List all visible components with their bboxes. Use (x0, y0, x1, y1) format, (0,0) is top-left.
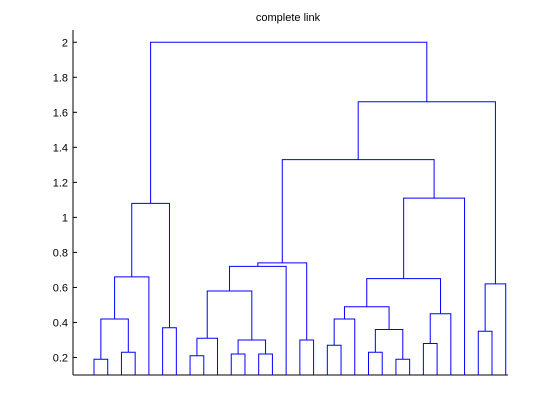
dendrogram-link (196, 337, 219, 375)
dendrogram-link (395, 358, 411, 375)
dendrogram-link (189, 355, 205, 375)
dendrogram-link (100, 318, 129, 360)
dendrogram-links (93, 41, 507, 375)
dendrogram-link (429, 313, 452, 375)
y-tick-label: 1.6 (53, 107, 68, 119)
dendrogram-link (357, 101, 496, 284)
dendrogram-link (366, 278, 442, 314)
y-ticks: 0.2 0.4 0.6 0.8 1 1.2 1.4 1.6 1.8 2 (53, 37, 77, 364)
dendrogram-link (403, 197, 466, 375)
dendrogram-link (150, 41, 428, 204)
dendrogram-link (206, 290, 253, 340)
dendrogram-link (120, 351, 136, 375)
y-tick-label: 1 (62, 212, 68, 224)
dendrogram-link (258, 353, 273, 375)
y-tick-label: 0.8 (53, 247, 68, 259)
dendrogram-link (326, 344, 342, 375)
dendrogram-link (484, 283, 507, 375)
y-tick-label: 0.2 (53, 352, 68, 364)
dendrogram-link (257, 262, 308, 340)
dendrogram-link (93, 358, 109, 375)
dendrogram-link (422, 342, 438, 375)
dendrogram-link (299, 339, 315, 375)
dendrogram-link (230, 353, 246, 375)
y-tick-label: 0.6 (53, 282, 68, 294)
dendrogram-link (343, 306, 390, 330)
dendrogram-link (114, 276, 150, 375)
dendrogram-link (333, 318, 356, 375)
y-tick-label: 1.4 (53, 142, 68, 154)
dendrogram-link (131, 202, 170, 328)
y-tick-label: 1.8 (53, 72, 68, 84)
dendrogram-link (374, 328, 404, 360)
chart-title: complete link (256, 12, 321, 24)
dendrogram-link (281, 159, 435, 263)
dendrogram-link (162, 327, 177, 375)
y-tick-label: 2 (62, 37, 68, 49)
dendrogram-link (237, 339, 267, 354)
dendrogram-link (229, 265, 287, 375)
dendrogram-link (367, 351, 383, 375)
plot-axes (72, 30, 508, 376)
y-tick-label: 1.2 (53, 177, 68, 189)
dendrogram-link (477, 330, 493, 375)
y-tick-label: 0.4 (53, 317, 68, 329)
